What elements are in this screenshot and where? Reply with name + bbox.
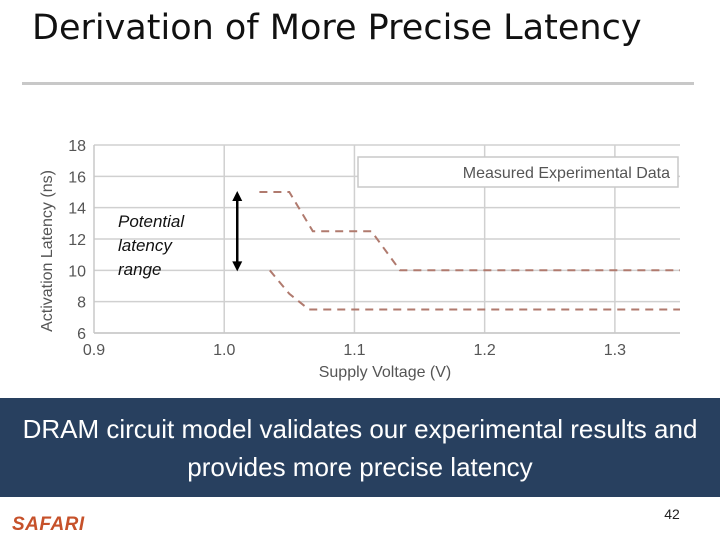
- y-tick-label: 16: [68, 169, 86, 186]
- range-arrow: [232, 191, 243, 272]
- safari-logo: SAFARI: [12, 514, 85, 535]
- chart-axes: 6 8 10 12 14 16 18 0.9 1.0 1.1 1.2 1.3 Supply Voltag…: [39, 138, 680, 381]
- series-line-lower-bound: [269, 269, 680, 311]
- x-axis-title: Supply Voltage (V): [319, 364, 452, 381]
- y-tick-label: 12: [68, 232, 86, 249]
- y-tick-label: 10: [68, 263, 86, 280]
- y-tick-label: 8: [77, 295, 86, 312]
- x-tick-label: 1.0: [213, 342, 235, 359]
- x-tick-label: 1.2: [474, 342, 496, 359]
- slide-title: Derivation of More Precise Latency: [32, 8, 642, 48]
- latency-range-annotation: Potential latency range: [118, 212, 185, 279]
- chart-legend: Measured Experimental Data: [357, 156, 679, 188]
- page-number: 42: [664, 506, 680, 522]
- y-axis-title: Activation Latency (ns): [39, 170, 56, 332]
- arrow-head-up: [232, 191, 243, 201]
- series-line-upper-bound: [259, 191, 680, 272]
- y-tick-label: 18: [68, 138, 86, 155]
- legend-box: [357, 156, 679, 188]
- x-tick-label: 1.3: [604, 342, 626, 359]
- legend-label: Measured Experimental Data: [463, 165, 670, 182]
- latency-chart: 6 8 10 12 14 16 18 0.9 1.0 1.1 1.2 1.3 Supply Voltag…: [39, 138, 680, 381]
- title-underline: [22, 82, 694, 85]
- y-tick-label: 14: [68, 201, 86, 218]
- y-tick-label: 6: [77, 326, 86, 343]
- arrow-head-down: [232, 261, 243, 272]
- chart-series: [259, 191, 680, 311]
- x-tick-label: 0.9: [83, 342, 105, 359]
- conclusion-banner: DRAM circuit model validates our experim…: [0, 398, 720, 497]
- x-tick-label: 1.1: [343, 342, 365, 359]
